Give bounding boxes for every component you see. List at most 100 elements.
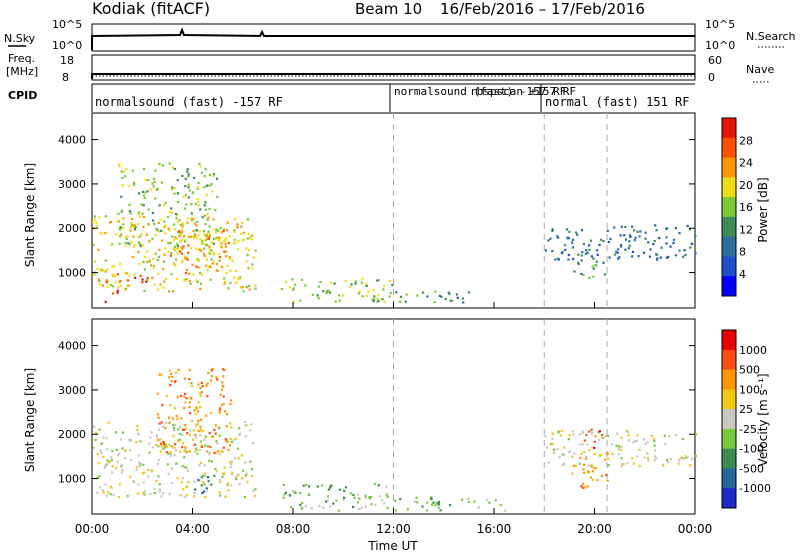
- velocity-cell: [230, 484, 233, 487]
- power-cell: [208, 247, 211, 250]
- power-cell: [175, 212, 178, 216]
- velocity-cell: [224, 438, 227, 441]
- velocity-cell: [638, 448, 641, 451]
- power-cell: [551, 250, 554, 253]
- power-cell: [162, 286, 165, 289]
- velocity-cell: [197, 429, 200, 432]
- velocity-cell: [222, 395, 225, 398]
- power-cell: [619, 234, 622, 237]
- power-cell: [154, 197, 157, 200]
- velocity-cell: [631, 457, 634, 460]
- power-ytick-label: 1000: [58, 267, 86, 280]
- velocity-cell: [221, 403, 224, 407]
- power-cell: [377, 293, 380, 297]
- power-cell: [694, 252, 697, 255]
- power-cell: [220, 242, 223, 245]
- velocity-cell: [136, 432, 140, 435]
- power-cell: [176, 242, 179, 246]
- colorbar-swatch: [722, 468, 736, 489]
- power-cell: [124, 175, 127, 178]
- power-cell: [205, 243, 209, 246]
- velocity-cell: [218, 409, 221, 412]
- velocity-cell: [596, 479, 599, 482]
- velocity-cell: [416, 501, 419, 504]
- velocity-cell: [690, 458, 693, 461]
- velocity-cell: [193, 495, 196, 498]
- velocity-cell: [205, 487, 208, 490]
- velocity-cell: [620, 445, 623, 448]
- power-cell: [121, 176, 124, 180]
- power-cell: [202, 242, 205, 245]
- power-cell: [659, 256, 662, 259]
- power-cell: [104, 270, 107, 273]
- power-cell: [156, 229, 159, 232]
- power-cell: [138, 242, 141, 245]
- power-cell: [137, 212, 140, 216]
- velocity-cell: [368, 497, 371, 500]
- velocity-cell: [106, 448, 109, 451]
- velocity-cell: [122, 431, 125, 434]
- velocity-cell: [209, 379, 213, 382]
- power-cell: [317, 285, 320, 288]
- power-cell: [111, 273, 114, 276]
- velocity-cell: [105, 437, 108, 440]
- power-cell: [181, 222, 184, 225]
- power-cell: [118, 165, 121, 168]
- power-cell: [224, 239, 227, 242]
- power-cell: [147, 208, 150, 211]
- colorbar-swatch: [722, 448, 736, 469]
- power-cell: [152, 177, 155, 180]
- power-cell: [665, 242, 668, 245]
- power-cell: [360, 281, 363, 284]
- velocity-cell: [156, 444, 159, 447]
- velocity-cell: [681, 457, 684, 460]
- power-cell: [209, 265, 212, 268]
- velocity-cell: [132, 480, 135, 483]
- power-cell: [204, 223, 207, 226]
- velocity-cell: [627, 434, 630, 437]
- power-cell: [564, 248, 567, 251]
- power-cell: [451, 299, 454, 302]
- power-cell: [180, 238, 183, 241]
- velocity-cell: [349, 492, 352, 495]
- power-cell: [187, 235, 191, 239]
- velocity-cell: [118, 452, 121, 455]
- power-cell: [235, 281, 238, 284]
- power-cell: [167, 227, 170, 230]
- power-cell: [634, 236, 637, 239]
- power-cell: [557, 257, 560, 260]
- velocity-cell: [169, 404, 172, 407]
- velocity-cell: [437, 503, 440, 506]
- velocity-cell: [221, 381, 224, 384]
- velocity-cell: [142, 481, 145, 484]
- power-cell: [462, 301, 465, 304]
- velocity-cell: [228, 444, 232, 447]
- power-cell: [133, 246, 136, 249]
- velocity-cell: [599, 453, 602, 456]
- power-cell: [143, 268, 146, 271]
- velocity-cell: [644, 442, 647, 445]
- power-cell: [245, 285, 248, 288]
- power-cell: [624, 238, 628, 241]
- velocity-cell: [674, 433, 677, 436]
- power-cell: [628, 240, 631, 243]
- velocity-cell: [143, 490, 146, 493]
- power-heatmap-marks: [92, 113, 697, 308]
- power-cell: [649, 248, 652, 251]
- power-cell: [316, 294, 319, 297]
- power-cell: [565, 228, 568, 231]
- power-cell: [251, 267, 254, 270]
- velocity-cell: [200, 381, 203, 384]
- velocity-cell: [157, 416, 160, 419]
- velocity-cell: [224, 410, 227, 413]
- power-cell: [173, 192, 176, 195]
- velocity-cell: [178, 432, 181, 436]
- power-cell: [197, 204, 200, 207]
- power-cell: [225, 255, 228, 258]
- velocity-cell: [181, 465, 184, 468]
- power-cell: [101, 284, 104, 287]
- power-cell: [188, 272, 191, 275]
- power-cell: [219, 244, 222, 247]
- velocity-cell: [188, 401, 192, 404]
- power-cell: [209, 278, 212, 281]
